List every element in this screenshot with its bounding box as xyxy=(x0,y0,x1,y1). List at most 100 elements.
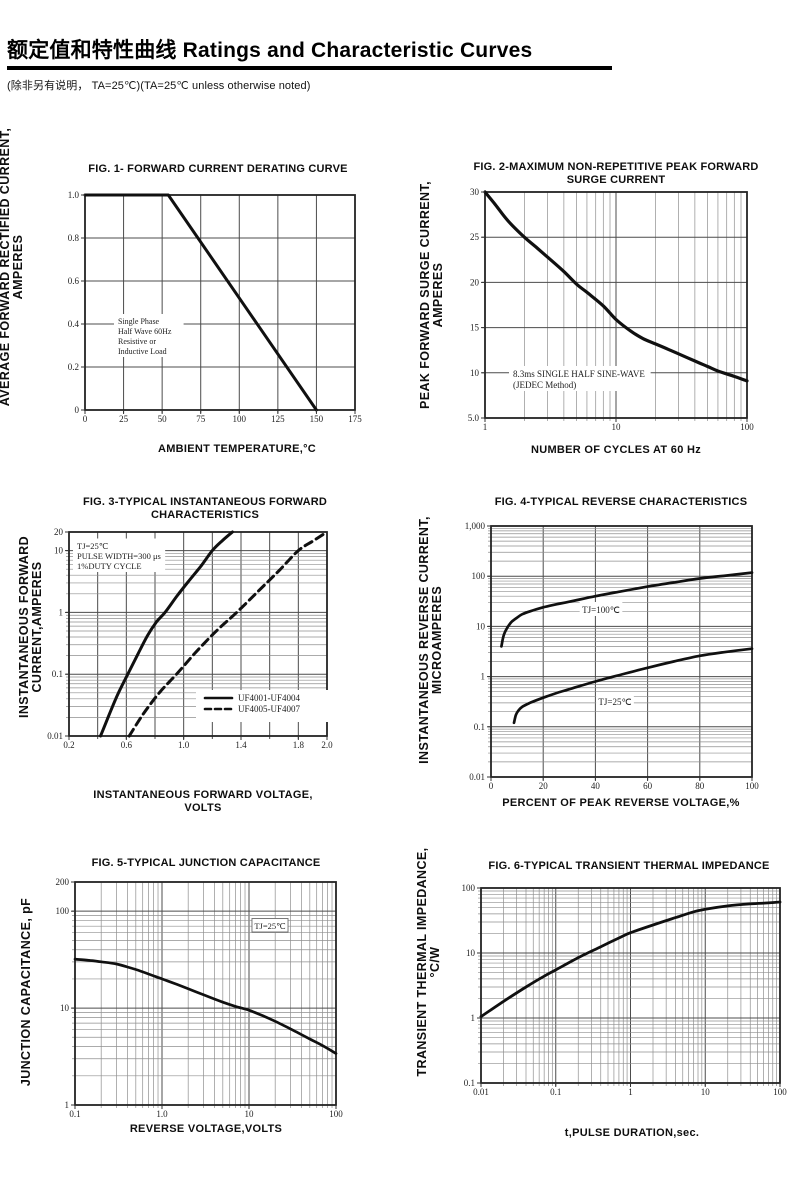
tick-label: 100 xyxy=(773,1087,787,1097)
fig5-junction-capacitance-annotation-0: TJ=25℃ xyxy=(251,918,289,933)
fig4-reverse-characteristics-ylabel: MICROAMPERES xyxy=(430,586,444,694)
tick-label: 200 xyxy=(56,877,70,887)
tick-label: 125 xyxy=(271,414,285,424)
fig1-forward-current-derating-series-derating-curve xyxy=(83,193,318,412)
legend-label: UF4001-UF4004 xyxy=(238,693,301,703)
tick-label: 5.0 xyxy=(468,413,480,423)
tick-label: 0.01 xyxy=(473,1087,489,1097)
tick-label: 25 xyxy=(470,232,480,242)
fig6-transient-thermal-impedance-xlabel: t,PULSE DURATION,sec. xyxy=(565,1127,699,1139)
fig4-reverse-characteristics-series-tj-100c xyxy=(500,571,754,648)
fig4-reverse-characteristics-grid xyxy=(488,526,752,780)
tick-label: 0.6 xyxy=(68,276,80,286)
tick-label: 30 xyxy=(470,187,480,197)
annotation-text: TJ=25℃ xyxy=(254,921,286,931)
fig5-junction-capacitance-y-ticks: 1 10 100 200 xyxy=(56,877,75,1110)
tick-label: 75 xyxy=(196,414,206,424)
fig5-junction-capacitance-grid xyxy=(72,882,336,1108)
fig5-junction-capacitance: TJ=25℃ 0.1 1.0 10 100 1 10 100 200 FIG. 5-TYPICAL… xyxy=(19,857,343,1135)
tick-label: 40 xyxy=(591,781,601,791)
fig5-junction-capacitance-title: FIG. 5-TYPICAL JUNCTION CAPACITANCE xyxy=(92,857,321,869)
conditions-note: (除非另有说明， TA=25℃)(TA=25℃ unless otherwise… xyxy=(7,80,311,92)
fig5-junction-capacitance-x-ticks: 0.1 1.0 10 100 xyxy=(69,1105,343,1119)
tick-label: 100 xyxy=(462,883,476,893)
tick-label: 20 xyxy=(54,527,64,537)
tick-label: 0 xyxy=(83,414,88,424)
tick-label: 0 xyxy=(75,405,80,415)
fig3-instantaneous-forward-xlabel: VOLTS xyxy=(184,802,221,814)
tick-label: 10 xyxy=(612,422,622,432)
fig3-instantaneous-forward-y-ticks: 0.01 0.1 1 10 20 xyxy=(47,527,69,741)
tick-label: 1 xyxy=(628,1087,633,1097)
tick-label: 100 xyxy=(472,571,486,581)
tick-label: 175 xyxy=(348,414,362,424)
tick-label: 0.1 xyxy=(464,1078,475,1088)
tick-label: 50 xyxy=(158,414,168,424)
fig2-peak-forward-surge: 8.3ms SINGLE HALF SINE-WAVE(JEDEC Method… xyxy=(418,161,758,456)
fig1-forward-current-derating-xlabel: AMBIENT TEMPERATURE,°C xyxy=(158,443,316,455)
annotation-text: 1%DUTY CYCLE xyxy=(77,561,142,571)
fig3-instantaneous-forward-xlabel: INSTANTANEOUS FORWARD VOLTAGE, xyxy=(93,789,312,801)
tick-label: 2.0 xyxy=(321,740,333,750)
fig3-instantaneous-forward-series-UF4001-UF4004 xyxy=(99,530,234,738)
annotation-text: Half Wave 60Hz xyxy=(118,327,172,336)
tick-label: 0.4 xyxy=(68,319,80,329)
fig4-reverse-characteristics-y-ticks: 0.01 0.1 1 10 100 1,000 xyxy=(465,521,491,782)
fig6-transient-thermal-impedance-y-ticks: 0.1 1 10 100 xyxy=(462,883,481,1088)
fig2-peak-forward-surge-ylabel: AMPERES xyxy=(431,263,445,328)
fig3-instantaneous-forward-plot-area xyxy=(68,531,328,737)
tick-label: 1.0 xyxy=(68,190,80,200)
tick-label: 0.1 xyxy=(550,1087,561,1097)
tick-label: 20 xyxy=(539,781,549,791)
fig2-peak-forward-surge-title: SURGE CURRENT xyxy=(567,174,666,186)
fig4-reverse-characteristics-title: FIG. 4-TYPICAL REVERSE CHARACTERISTICS xyxy=(495,496,747,508)
tick-label: 1 xyxy=(483,422,488,432)
tick-label: 100 xyxy=(56,906,70,916)
fig5-junction-capacitance-ylabel: JUNCTION CAPACITANCE, pF xyxy=(19,898,33,1086)
fig6-transient-thermal-impedance-ylabel: TRANSIENT THERMAL IMPEDANCE, xyxy=(415,847,429,1076)
title-underline xyxy=(7,66,612,70)
tick-label: 80 xyxy=(695,781,705,791)
tick-label: 0 xyxy=(489,781,494,791)
fig3-instantaneous-forward-x-ticks: 0.2 0.6 1.0 1.4 1.8 2.0 xyxy=(63,736,333,750)
tick-label: 100 xyxy=(233,414,247,424)
tick-label: 1.0 xyxy=(156,1109,168,1119)
tick-label: 1 xyxy=(59,607,64,617)
fig4-reverse-characteristics-plot-area xyxy=(490,525,753,778)
fig3-instantaneous-forward-series-UF4005-UF4007 xyxy=(127,530,329,738)
fig3-instantaneous-forward-title: CHARACTERISTICS xyxy=(151,509,259,521)
fig6-transient-thermal-impedance-ylabel: °C/W xyxy=(428,947,442,978)
fig4-reverse-characteristics-ylabel: INSTANTANEOUS REVERSE CURRENT, xyxy=(417,516,431,764)
tick-label: 0.1 xyxy=(474,722,485,732)
tick-label: 1 xyxy=(481,672,486,682)
tick-label: 1.4 xyxy=(235,740,247,750)
annotation-text: Inductive Load xyxy=(118,347,167,356)
fig1-forward-current-derating-grid xyxy=(82,195,355,413)
fig4-reverse-characteristics-series-tj-25c xyxy=(512,647,754,725)
fig4-reverse-characteristics-annotation-0: TJ=100℃ xyxy=(579,602,623,616)
fig2-peak-forward-surge-ylabel: PEAK FORWARD SURGE CURRENT, xyxy=(418,181,432,409)
fig1-forward-current-derating-plot-area xyxy=(84,194,356,411)
annotation-text: (JEDEC Method) xyxy=(513,380,576,390)
tick-label: 25 xyxy=(119,414,129,424)
fig5-junction-capacitance-xlabel: REVERSE VOLTAGE,VOLTS xyxy=(130,1123,282,1135)
tick-label: 10 xyxy=(60,1003,70,1013)
fig1-forward-current-derating-x-ticks: 0 25 50 75 100 125 150 175 xyxy=(83,410,362,424)
tick-label: 0.01 xyxy=(47,731,63,741)
fig4-reverse-characteristics-xlabel: PERCENT OF PEAK REVERSE VOLTAGE,% xyxy=(502,797,739,809)
fig2-peak-forward-surge-annotation-0: 8.3ms SINGLE HALF SINE-WAVE(JEDEC Method… xyxy=(509,366,651,391)
tick-label: 1.8 xyxy=(293,740,305,750)
fig2-peak-forward-surge-x-ticks: 1 10 100 xyxy=(483,418,754,432)
fig6-transient-thermal-impedance-series-thermal-impedance xyxy=(479,900,782,1018)
fig6-transient-thermal-impedance-x-ticks: 0.01 0.1 1 10 100 xyxy=(473,1083,787,1097)
annotation-text: TJ=25℃ xyxy=(598,697,631,707)
fig4-reverse-characteristics-annotation-1: TJ=25℃ xyxy=(596,694,634,708)
tick-label: 0.01 xyxy=(469,772,485,782)
tick-label: 1 xyxy=(65,1100,70,1110)
tick-label: 0.2 xyxy=(63,740,74,750)
fig3-instantaneous-forward-ylabel: INSTANTANEOUS FORWARD xyxy=(17,536,31,718)
